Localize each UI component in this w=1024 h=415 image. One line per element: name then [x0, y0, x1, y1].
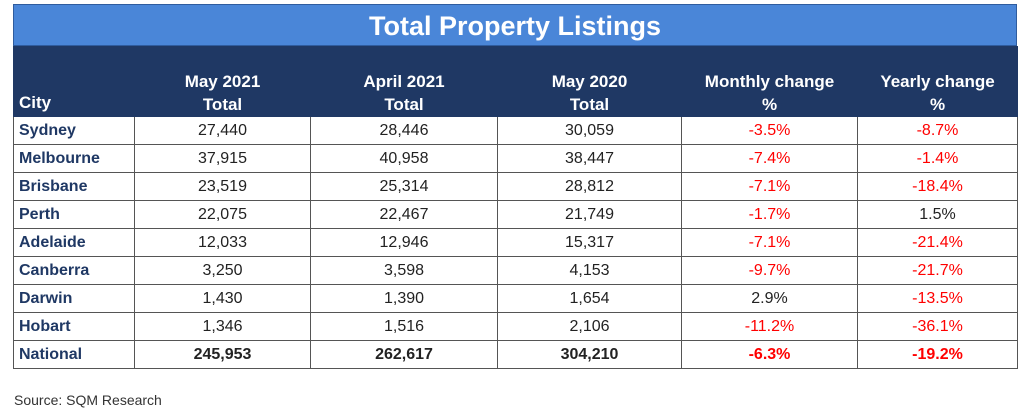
may-2020-cell: 38,447 [497, 144, 682, 173]
april-2021-cell: 3,598 [310, 256, 498, 285]
table-row: Perth 22,075 22,467 21,749 -1.7% 1.5% [13, 200, 1018, 229]
may-2021-cell: 1,430 [134, 284, 311, 313]
monthly-change-cell: -1.7% [681, 200, 858, 229]
city-cell: Perth [13, 200, 135, 229]
april-2021-cell: 40,958 [310, 144, 498, 173]
yearly-change-cell: -36.1% [857, 312, 1018, 341]
yearly-change-cell: -8.7% [857, 116, 1018, 145]
header-yearly-change-line1: Yearly change [880, 72, 995, 91]
city-cell: Hobart [13, 312, 135, 341]
monthly-change-cell: -9.7% [681, 256, 858, 285]
header-may-2021-line1: May 2021 [184, 72, 261, 91]
may-2021-cell: 22,075 [134, 200, 311, 229]
may-2020-cell: 2,106 [497, 312, 682, 341]
city-cell: Canberra [13, 256, 135, 285]
header-may-2020: May 2020 Total [497, 46, 682, 117]
monthly-change-cell: -3.5% [681, 116, 858, 145]
city-cell: National [13, 340, 135, 369]
yearly-change-cell: -21.4% [857, 228, 1018, 257]
header-may-2021-line2: Total [202, 95, 243, 114]
table-row: Melbourne 37,915 40,958 38,447 -7.4% -1.… [13, 144, 1018, 173]
header-april-2021-line2: Total [384, 95, 424, 114]
header-monthly-change: Monthly change % [681, 46, 858, 117]
listings-table-container: Total Property Listings City May 2021 To… [13, 4, 1018, 369]
april-2021-cell: 1,516 [310, 312, 498, 341]
may-2021-cell: 1,346 [134, 312, 311, 341]
may-2020-cell: 304,210 [497, 340, 682, 369]
header-monthly-change-line1: Monthly change [704, 72, 835, 91]
city-cell: Sydney [13, 116, 135, 145]
may-2020-cell: 21,749 [497, 200, 682, 229]
april-2021-cell: 262,617 [310, 340, 498, 369]
table-title: Total Property Listings [13, 4, 1017, 46]
april-2021-cell: 28,446 [310, 116, 498, 145]
april-2021-cell: 12,946 [310, 228, 498, 257]
yearly-change-cell: -18.4% [857, 172, 1018, 201]
national-total-row: National 245,953 262,617 304,210 -6.3% -… [13, 340, 1018, 369]
may-2021-cell: 27,440 [134, 116, 311, 145]
yearly-change-cell: -21.7% [857, 256, 1018, 285]
table-row: Sydney 27,440 28,446 30,059 -3.5% -8.7% [13, 116, 1018, 145]
may-2021-cell: 245,953 [134, 340, 311, 369]
may-2021-cell: 23,519 [134, 172, 311, 201]
may-2021-cell: 37,915 [134, 144, 311, 173]
april-2021-cell: 22,467 [310, 200, 498, 229]
may-2020-cell: 28,812 [497, 172, 682, 201]
header-yearly-change: Yearly change % [857, 46, 1018, 117]
city-cell: Adelaide [13, 228, 135, 257]
city-cell: Darwin [13, 284, 135, 313]
monthly-change-cell: -6.3% [681, 340, 858, 369]
monthly-change-cell: -11.2% [681, 312, 858, 341]
city-cell: Melbourne [13, 144, 135, 173]
yearly-change-cell: -19.2% [857, 340, 1018, 369]
header-may-2020-line1: May 2020 [551, 72, 628, 91]
table-row: Darwin 1,430 1,390 1,654 2.9% -13.5% [13, 284, 1018, 313]
may-2021-cell: 12,033 [134, 228, 311, 257]
yearly-change-cell: -1.4% [857, 144, 1018, 173]
yearly-change-cell: -13.5% [857, 284, 1018, 313]
table-row: Brisbane 23,519 25,314 28,812 -7.1% -18.… [13, 172, 1018, 201]
may-2020-cell: 4,153 [497, 256, 682, 285]
table-row: Canberra 3,250 3,598 4,153 -9.7% -21.7% [13, 256, 1018, 285]
monthly-change-cell: -7.1% [681, 172, 858, 201]
header-april-2021: April 2021 Total [310, 46, 498, 117]
monthly-change-cell: -7.1% [681, 228, 858, 257]
may-2021-cell: 3,250 [134, 256, 311, 285]
table-row: Adelaide 12,033 12,946 15,317 -7.1% -21.… [13, 228, 1018, 257]
source-note: Source: SQM Research [14, 392, 162, 408]
header-april-2021-line1: April 2021 [363, 72, 445, 91]
header-monthly-change-line2: % [761, 95, 778, 114]
header-row: City May 2021 Total April 2021 Total May… [13, 46, 1018, 117]
yearly-change-cell: 1.5% [857, 200, 1018, 229]
listings-table: City May 2021 Total April 2021 Total May… [13, 46, 1018, 369]
may-2020-cell: 1,654 [497, 284, 682, 313]
header-city: City [13, 46, 135, 117]
city-cell: Brisbane [13, 172, 135, 201]
header-may-2020-line2: Total [569, 95, 610, 114]
may-2020-cell: 30,059 [497, 116, 682, 145]
monthly-change-cell: 2.9% [681, 284, 858, 313]
table-row: Hobart 1,346 1,516 2,106 -11.2% -36.1% [13, 312, 1018, 341]
monthly-change-cell: -7.4% [681, 144, 858, 173]
april-2021-cell: 25,314 [310, 172, 498, 201]
april-2021-cell: 1,390 [310, 284, 498, 313]
may-2020-cell: 15,317 [497, 228, 682, 257]
header-may-2021: May 2021 Total [134, 46, 311, 117]
header-yearly-change-line2: % [929, 95, 946, 114]
